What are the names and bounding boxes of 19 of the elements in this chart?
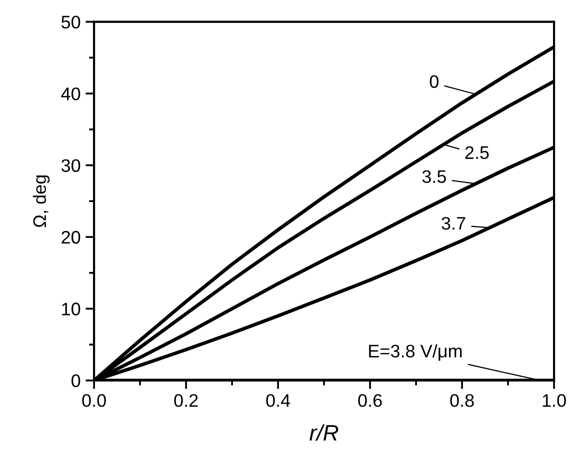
y-tick-label: 0 bbox=[72, 374, 80, 388]
x-tick-label: 0.2 bbox=[174, 394, 198, 407]
x-tick-label: 0.8 bbox=[450, 394, 474, 407]
legend-label: 3.7 bbox=[442, 216, 466, 230]
series-label: E=3.8 V/μm bbox=[369, 344, 462, 361]
y-tick-label: 40 bbox=[61, 87, 80, 100]
y-tick-label: 20 bbox=[62, 230, 80, 244]
x-tick-label: 0.6 bbox=[358, 394, 382, 407]
legend-label: 3.5 bbox=[422, 170, 446, 183]
series-label: 2.5 bbox=[465, 146, 489, 160]
x-tick-label: 0.0 bbox=[82, 394, 106, 407]
y-tick-label: 10 bbox=[62, 302, 80, 316]
x-tick-label: 0.4 bbox=[266, 394, 290, 407]
x-axis-title: r/R bbox=[310, 424, 338, 441]
y-tick-label: 30 bbox=[61, 159, 80, 172]
y-axis-title: Ω, deg bbox=[32, 175, 50, 228]
x-tick-label: 1.0 bbox=[542, 394, 566, 407]
legend-label: 0 bbox=[430, 75, 438, 88]
y-tick-label: 50 bbox=[61, 16, 80, 29]
